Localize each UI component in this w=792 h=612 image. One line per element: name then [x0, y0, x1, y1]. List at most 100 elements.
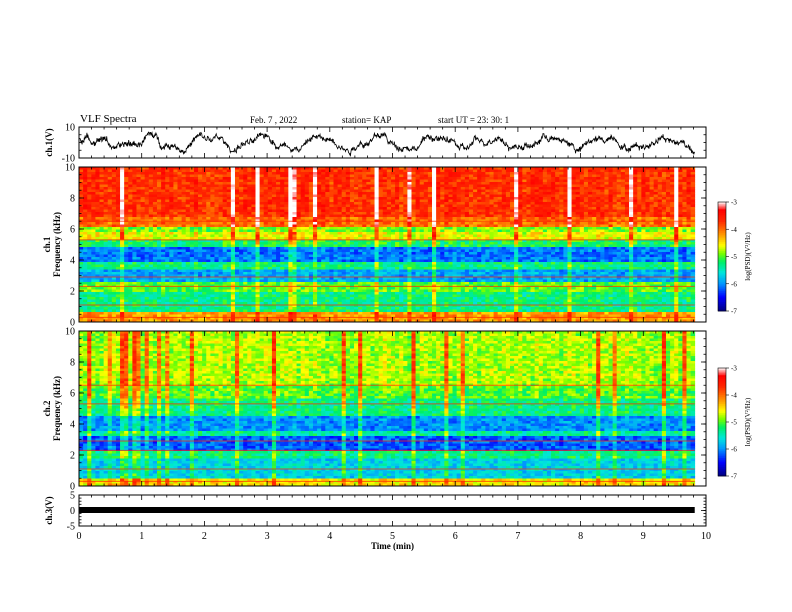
spectrogram-cell — [79, 227, 84, 230]
spectrogram-cell — [193, 169, 199, 173]
spectrogram-cell — [362, 237, 367, 240]
spectrogram-cell — [152, 222, 158, 225]
spectrogram-cell — [198, 189, 203, 193]
spectrogram-cell — [456, 167, 462, 170]
spectrogram-cell — [276, 189, 281, 193]
spectrogram-cell — [169, 239, 174, 243]
spectrogram-cell — [665, 247, 671, 250]
spectrogram-cell — [156, 227, 162, 230]
spectrogram-cell — [489, 212, 494, 215]
spectrogram-cell — [386, 239, 392, 243]
spectrogram-cell — [682, 172, 687, 175]
spectrogram-cell — [181, 184, 187, 188]
spectrogram-cell — [608, 177, 614, 180]
spectrogram-cell — [304, 229, 310, 233]
spectrogram-cell — [378, 242, 384, 245]
spectrogram-cell — [530, 177, 536, 180]
spectrogram-cell — [670, 184, 675, 188]
spectrogram-cell — [530, 179, 536, 183]
spectrogram-cell — [317, 204, 322, 208]
spectrogram-cell — [436, 212, 441, 215]
spectrogram-cell — [329, 177, 334, 180]
spectrogram-cell — [103, 232, 109, 235]
spectrogram-cell — [501, 174, 507, 178]
spectrogram-cell — [312, 172, 318, 175]
spectrogram-cell — [234, 234, 240, 238]
spectrogram-cell — [312, 222, 318, 225]
spectrogram-cell — [665, 232, 671, 235]
spectrogram-cell — [575, 182, 581, 185]
spectrogram-cell — [674, 224, 679, 228]
spectrogram-cell — [304, 244, 310, 248]
spectrogram-cell — [103, 212, 109, 215]
spectrogram-cell — [555, 197, 560, 200]
spectrogram-cell — [152, 237, 158, 240]
spectrogram-cell — [604, 172, 609, 175]
spectrogram-cell — [128, 224, 133, 228]
spectrogram-cell — [407, 167, 412, 170]
spectrogram-cell — [83, 209, 88, 213]
spectrogram-cell — [657, 212, 663, 215]
spectrogram-cell — [514, 222, 519, 225]
spectrogram-cell — [87, 232, 92, 235]
spectrogram-cell — [300, 229, 306, 233]
spectrogram-cell — [296, 224, 302, 228]
spectrogram-cell — [596, 242, 601, 245]
spectrogram-cell — [173, 247, 178, 250]
spectrogram-cell — [637, 224, 642, 228]
spectrogram-cell — [370, 169, 375, 173]
spectrogram-cell — [140, 214, 146, 218]
spectrogram-cell — [538, 232, 544, 235]
spectrogram-cell — [608, 169, 614, 173]
spectrogram-cell — [571, 214, 577, 218]
spectrogram-cell — [575, 209, 581, 213]
spectrogram-cell — [136, 204, 141, 208]
spectrogram-cell — [169, 192, 174, 195]
spectrogram-cell — [493, 197, 499, 200]
spectrogram-cell — [226, 242, 232, 245]
spectrogram-cell — [304, 184, 310, 188]
spectrogram-cell — [661, 224, 667, 228]
spectrogram-cell — [551, 222, 556, 225]
spectrogram-cell — [255, 202, 260, 205]
spectrogram-cell — [255, 244, 260, 248]
spectrogram-cell — [243, 199, 248, 203]
spectrogram-cell — [173, 174, 178, 178]
spectrogram-cell — [230, 177, 236, 180]
spectrogram-cell — [674, 234, 679, 238]
spectrogram-cell — [210, 194, 215, 198]
spectrogram-cell — [661, 169, 667, 173]
spectrogram-cell — [218, 174, 224, 178]
spectrogram-cell — [218, 167, 224, 170]
spectrogram-cell — [185, 172, 191, 175]
spectrogram-cell — [115, 169, 121, 173]
spectrogram-cell — [587, 172, 593, 175]
spectrogram-cell — [148, 174, 154, 178]
spectrogram-cell — [522, 189, 527, 193]
spectrogram-cell — [436, 224, 441, 228]
spectrogram-cell — [403, 202, 408, 205]
spectrogram-cell — [284, 184, 289, 188]
spectrogram-cell — [395, 242, 400, 245]
spectrogram-cell — [423, 209, 429, 213]
spectrogram-cell — [292, 229, 297, 233]
spectrogram-cell — [276, 222, 281, 225]
spectrogram-cell — [296, 227, 302, 230]
spectrogram-cell — [222, 237, 228, 240]
spectrogram-cell — [592, 209, 597, 213]
spectrogram-cell — [337, 192, 343, 195]
spectrogram-cell — [107, 202, 113, 205]
spectrogram-cell — [600, 244, 605, 248]
spectrogram-cell — [645, 187, 650, 190]
spectrogram-cell — [111, 212, 117, 215]
spectrogram-cell — [616, 167, 622, 170]
spectrogram-cell — [358, 209, 363, 213]
spectrogram-cell — [341, 242, 347, 245]
spectrogram-cell — [337, 172, 343, 175]
spectrogram-cell — [670, 214, 675, 218]
spectrogram-cell — [444, 187, 449, 190]
spectrogram-cell — [91, 239, 96, 243]
spectrogram-cell — [633, 174, 638, 178]
spectrogram-cell — [358, 189, 363, 193]
spectrogram-cell — [633, 192, 638, 195]
